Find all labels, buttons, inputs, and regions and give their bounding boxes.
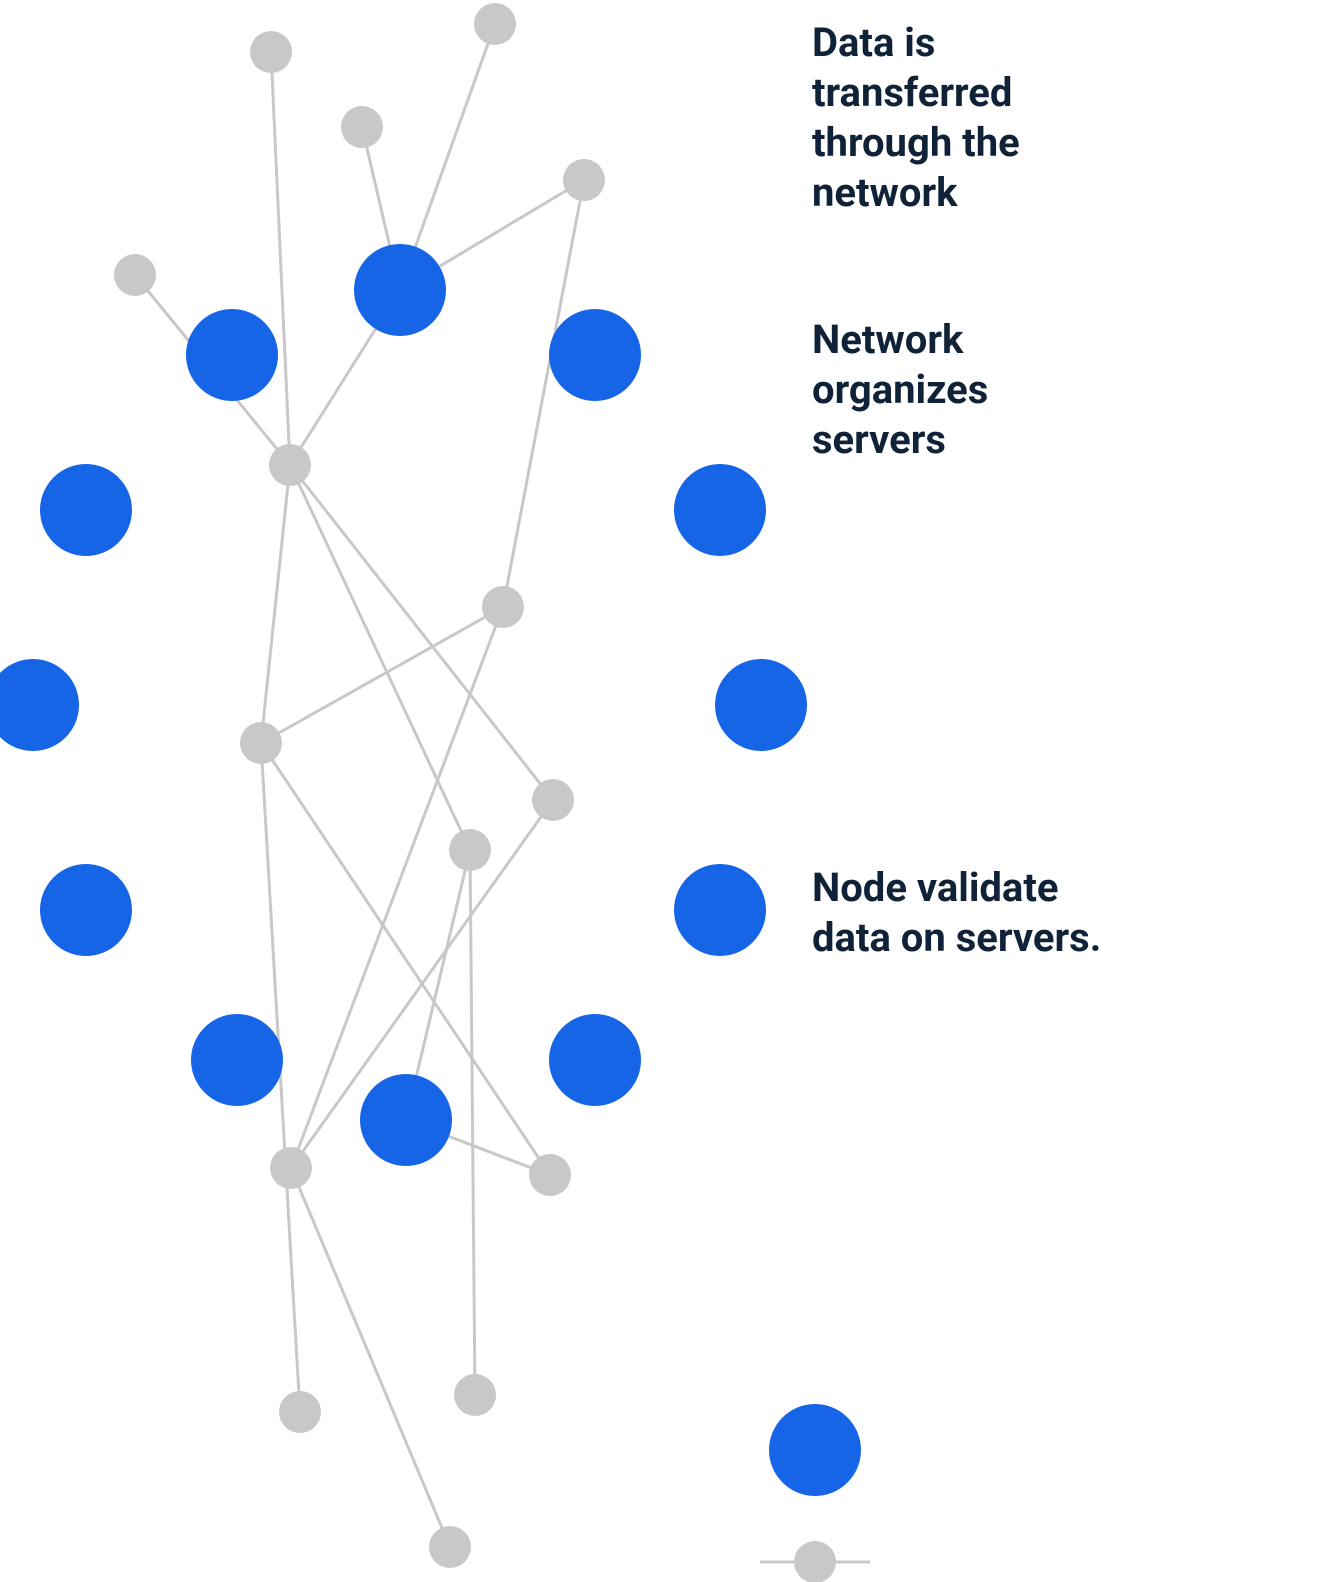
diagram-canvas: Data is transferred through the networkN… [0,0,1338,1582]
gray-node-g_midRR [532,779,574,821]
blue-node-b11 [549,1014,641,1106]
blue-node-b4 [40,464,132,556]
blue-node-b6 [0,659,79,751]
blue-node-b1 [186,309,278,401]
gray-node-g_botA [279,1391,321,1433]
gray-node-g_botC [429,1526,471,1568]
gray-node-g_belowR [529,1154,571,1196]
gray-node-g_left [114,254,156,296]
blue-node-b8 [40,864,132,956]
blue-node-b12 [360,1074,452,1166]
gray-node-g_midR [482,586,524,628]
blue-node-b5 [674,464,766,556]
network-svg [0,0,1338,1582]
edge-g_midC-g_botB [470,850,475,1395]
blue-node-b3 [549,309,641,401]
edges-layer [135,24,870,1562]
edge-g_hubB-g_botC [291,1168,450,1547]
gray-node-g_hubT [269,444,311,486]
edge-g_top1-g_hubT [271,52,290,465]
blue-node-b7 [715,659,807,751]
gray-node-g_midC [449,829,491,871]
gray-node-g_midL [240,722,282,764]
gray-node-g_top3 [341,106,383,148]
gray-node-g_hubB [270,1147,312,1189]
blue-node-b9 [674,864,766,956]
gray-node-g_top1 [250,31,292,73]
blue-node-b10 [191,1014,283,1106]
gray-node-g_botB [454,1374,496,1416]
blue-node-b2 [354,244,446,336]
gray-node-g_legend [794,1541,836,1582]
edge-g_hubT-g_midL [261,465,290,743]
gray-node-g_top2 [474,3,516,45]
gray-node-g_top4 [563,159,605,201]
edge-g_midR-g_midL [261,607,503,743]
blue-node-b13 [769,1404,861,1496]
blue-nodes-layer [0,244,861,1496]
